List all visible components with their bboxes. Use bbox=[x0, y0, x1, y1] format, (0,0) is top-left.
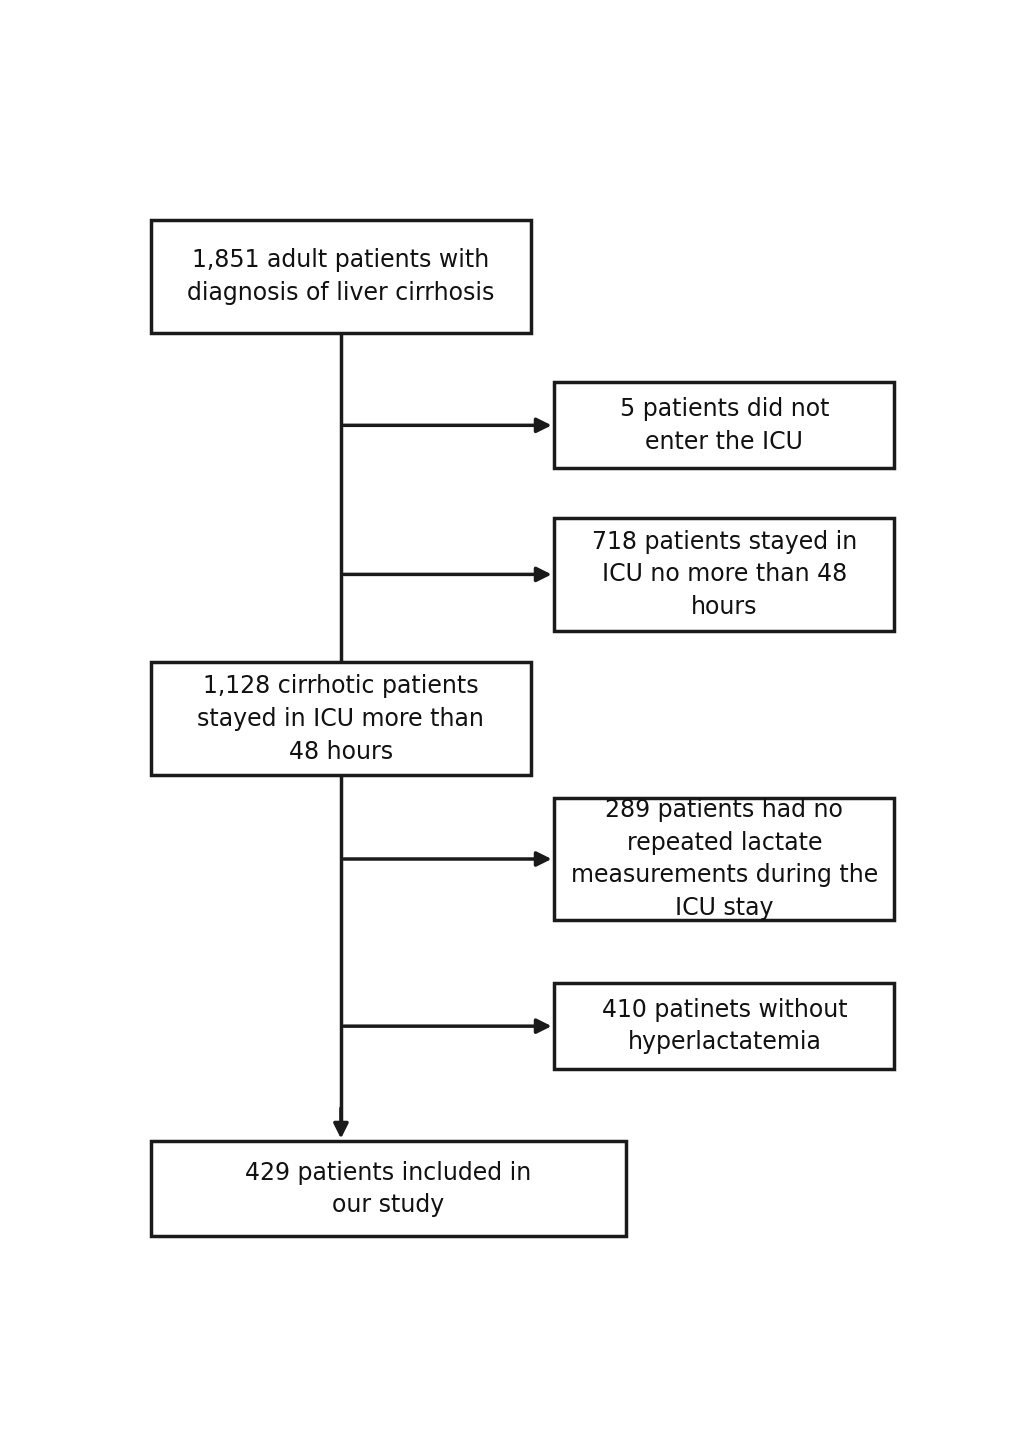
FancyBboxPatch shape bbox=[151, 662, 530, 776]
FancyBboxPatch shape bbox=[151, 220, 530, 333]
FancyBboxPatch shape bbox=[554, 383, 894, 469]
Text: 410 patinets without
hyperlactatemia: 410 patinets without hyperlactatemia bbox=[601, 998, 847, 1055]
Text: 1,128 cirrhotic patients
stayed in ICU more than
48 hours: 1,128 cirrhotic patients stayed in ICU m… bbox=[198, 675, 484, 764]
Text: 1,851 adult patients with
diagnosis of liver cirrhosis: 1,851 adult patients with diagnosis of l… bbox=[187, 247, 494, 304]
Text: 5 patients did not
enter the ICU: 5 patients did not enter the ICU bbox=[619, 397, 828, 454]
FancyBboxPatch shape bbox=[554, 984, 894, 1069]
Text: 289 patients had no
repeated lactate
measurements during the
ICU stay: 289 patients had no repeated lactate mea… bbox=[571, 799, 877, 920]
Text: 429 patients included in
our study: 429 patients included in our study bbox=[245, 1161, 531, 1216]
FancyBboxPatch shape bbox=[554, 518, 894, 631]
Text: 718 patients stayed in
ICU no more than 48
hours: 718 patients stayed in ICU no more than … bbox=[591, 530, 856, 618]
FancyBboxPatch shape bbox=[554, 797, 894, 920]
FancyBboxPatch shape bbox=[151, 1141, 625, 1237]
